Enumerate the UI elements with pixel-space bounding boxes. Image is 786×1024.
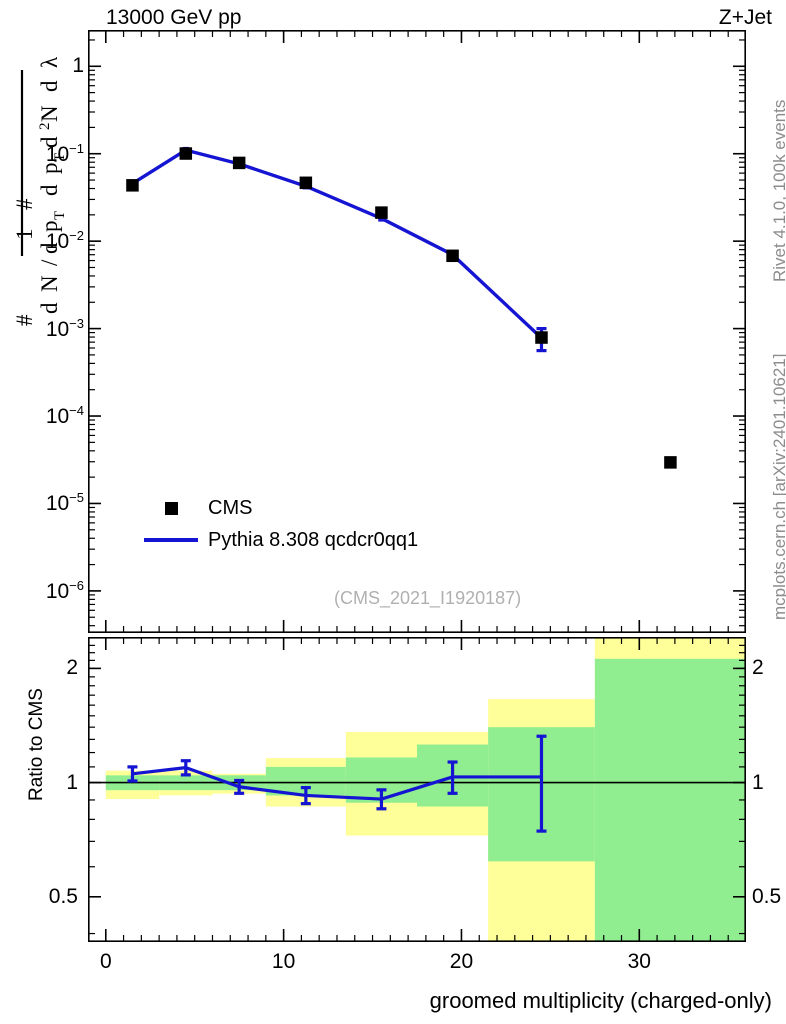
ratio-y-tick-label-right: 0.5: [752, 884, 782, 908]
ratio-y-tick-label-left: 2: [66, 656, 78, 680]
legend-label-cms: CMS: [208, 496, 253, 519]
x-tick-label: 0: [99, 950, 112, 973]
main-y-tick-label: 10−6: [45, 577, 84, 603]
svg-text:N: N: [37, 105, 62, 122]
svg-text:d: d: [37, 302, 62, 314]
svg-text:T: T: [52, 211, 64, 220]
svg-text:p: p: [37, 163, 62, 175]
ratio-y-tick-label-right: 1: [752, 770, 764, 794]
svg-text:1: 1: [12, 229, 37, 241]
legend-label-pythia: Pythia 8.308 qcdcr0qq1: [208, 528, 419, 551]
main-plot-canvas: [88, 30, 746, 633]
main-y-tick-label: 1: [72, 54, 84, 78]
analysis-id-watermark: (CMS_2021_I1920187): [334, 588, 522, 608]
legend: CMS Pythia 8.308 qcdcr0qq1: [140, 492, 418, 556]
svg-text:/: /: [37, 259, 62, 266]
svg-text:d: d: [37, 242, 62, 254]
svg-text:d: d: [37, 136, 62, 148]
main-y-axis-title: # d N / d p T # d p T d 2 N d λ 1: [2, 34, 64, 334]
ratio-y-tick-label-left: 0.5: [48, 884, 78, 908]
main-y-tick-label: 10−1: [45, 140, 84, 166]
legend-marker-square-icon: [140, 501, 202, 515]
legend-entry-cms: CMS: [140, 492, 418, 524]
x-tick-label: 10: [271, 950, 296, 973]
svg-text:N: N: [37, 275, 62, 292]
svg-text:d: d: [37, 184, 62, 196]
main-y-tick-labels: 1 10−1 10−2 10−3 10−4 10−5 10−6: [0, 0, 84, 1024]
legend-marker-line-icon: [140, 538, 202, 542]
main-y-tick-label: 10−2: [45, 228, 84, 254]
y-axis-title-svg: # d N / d p T # d p T d 2 N d λ 1: [12, 56, 64, 326]
svg-text:d: d: [37, 80, 62, 92]
svg-text:#: #: [12, 314, 37, 326]
ratio-y-tick-label-left: 1: [66, 770, 78, 794]
svg-text:2: 2: [37, 123, 53, 131]
header-beam-label: 13000 GeV pp: [106, 6, 242, 29]
main-y-tick-label: 10−5: [45, 490, 84, 516]
x-tick-label: 30: [627, 950, 651, 973]
ratio-y-tick-label-right: 2: [752, 656, 764, 680]
svg-text:#: #: [12, 198, 37, 210]
svg-text:p: p: [37, 221, 62, 233]
svg-text:T: T: [52, 153, 64, 162]
header-process-label: Z+Jet: [718, 6, 772, 29]
x-tick-label: 20: [449, 950, 474, 973]
svg-text:λ: λ: [37, 56, 62, 68]
main-y-tick-label: 10−4: [45, 403, 84, 429]
ratio-plot-canvas: [88, 637, 746, 942]
legend-entry-pythia: Pythia 8.308 qcdcr0qq1: [140, 524, 418, 556]
main-y-tick-label: 10−3: [45, 315, 84, 341]
x-axis-title: groomed multiplicity (charged-only): [429, 988, 772, 1013]
